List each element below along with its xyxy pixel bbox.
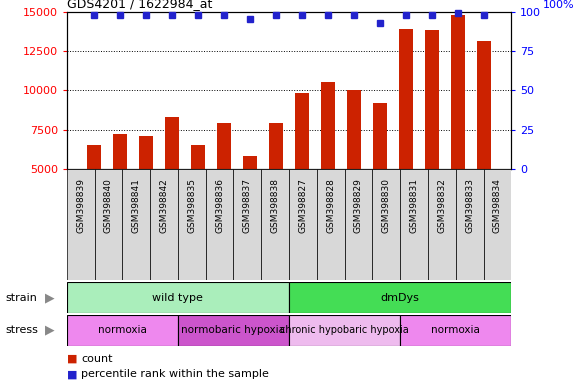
Text: strain: strain: [6, 293, 38, 303]
Text: ■: ■: [67, 354, 77, 364]
Bar: [234, 169, 261, 280]
Bar: [165, 117, 180, 169]
Bar: [451, 15, 465, 169]
Bar: [399, 29, 413, 169]
Text: GSM398834: GSM398834: [493, 178, 502, 233]
Text: GSM398827: GSM398827: [299, 178, 307, 233]
Bar: [243, 156, 257, 169]
Bar: [269, 123, 283, 169]
Text: dmDys: dmDys: [381, 293, 419, 303]
Bar: [456, 169, 483, 280]
Bar: [217, 123, 231, 169]
Bar: [289, 282, 511, 313]
Bar: [295, 93, 309, 169]
Bar: [95, 169, 123, 280]
Bar: [87, 145, 101, 169]
Bar: [400, 169, 428, 280]
Text: GSM398831: GSM398831: [410, 178, 418, 233]
Bar: [178, 315, 289, 346]
Text: GSM398841: GSM398841: [132, 178, 141, 233]
Text: GSM398842: GSM398842: [160, 178, 168, 233]
Bar: [113, 134, 127, 169]
Text: stress: stress: [6, 325, 39, 335]
Bar: [321, 83, 335, 169]
Bar: [428, 169, 456, 280]
Bar: [150, 169, 178, 280]
Text: chronic hypobaric hypoxia: chronic hypobaric hypoxia: [280, 325, 409, 335]
Bar: [139, 136, 153, 169]
Bar: [425, 30, 439, 169]
Text: 100%: 100%: [543, 0, 574, 10]
Text: GSM398830: GSM398830: [382, 178, 391, 233]
Text: ▶: ▶: [45, 291, 54, 304]
Bar: [317, 169, 345, 280]
Bar: [178, 169, 206, 280]
Text: GSM398832: GSM398832: [437, 178, 446, 233]
Text: count: count: [81, 354, 113, 364]
Text: GSM398835: GSM398835: [187, 178, 196, 233]
Text: GSM398833: GSM398833: [465, 178, 474, 233]
Bar: [261, 169, 289, 280]
Text: normoxia: normoxia: [431, 325, 480, 335]
Text: GSM398839: GSM398839: [76, 178, 85, 233]
Bar: [67, 315, 178, 346]
Text: GSM398828: GSM398828: [326, 178, 335, 233]
Bar: [191, 145, 205, 169]
Text: GDS4201 / 1622984_at: GDS4201 / 1622984_at: [67, 0, 212, 10]
Text: normoxia: normoxia: [98, 325, 147, 335]
Text: percentile rank within the sample: percentile rank within the sample: [81, 369, 269, 379]
Bar: [123, 169, 150, 280]
Bar: [347, 90, 361, 169]
Text: wild type: wild type: [152, 293, 203, 303]
Text: ■: ■: [67, 369, 77, 379]
Bar: [400, 315, 511, 346]
Text: GSM398837: GSM398837: [243, 178, 252, 233]
Bar: [373, 103, 387, 169]
Text: GSM398829: GSM398829: [354, 178, 363, 233]
Text: normobaric hypoxia: normobaric hypoxia: [181, 325, 285, 335]
Bar: [345, 169, 372, 280]
Text: GSM398836: GSM398836: [215, 178, 224, 233]
Bar: [477, 41, 491, 169]
Bar: [483, 169, 511, 280]
Bar: [289, 169, 317, 280]
Bar: [67, 282, 289, 313]
Bar: [206, 169, 234, 280]
Text: GSM398840: GSM398840: [104, 178, 113, 233]
Bar: [67, 169, 95, 280]
Bar: [289, 315, 400, 346]
Text: ▶: ▶: [45, 324, 54, 337]
Bar: [372, 169, 400, 280]
Text: GSM398838: GSM398838: [271, 178, 279, 233]
